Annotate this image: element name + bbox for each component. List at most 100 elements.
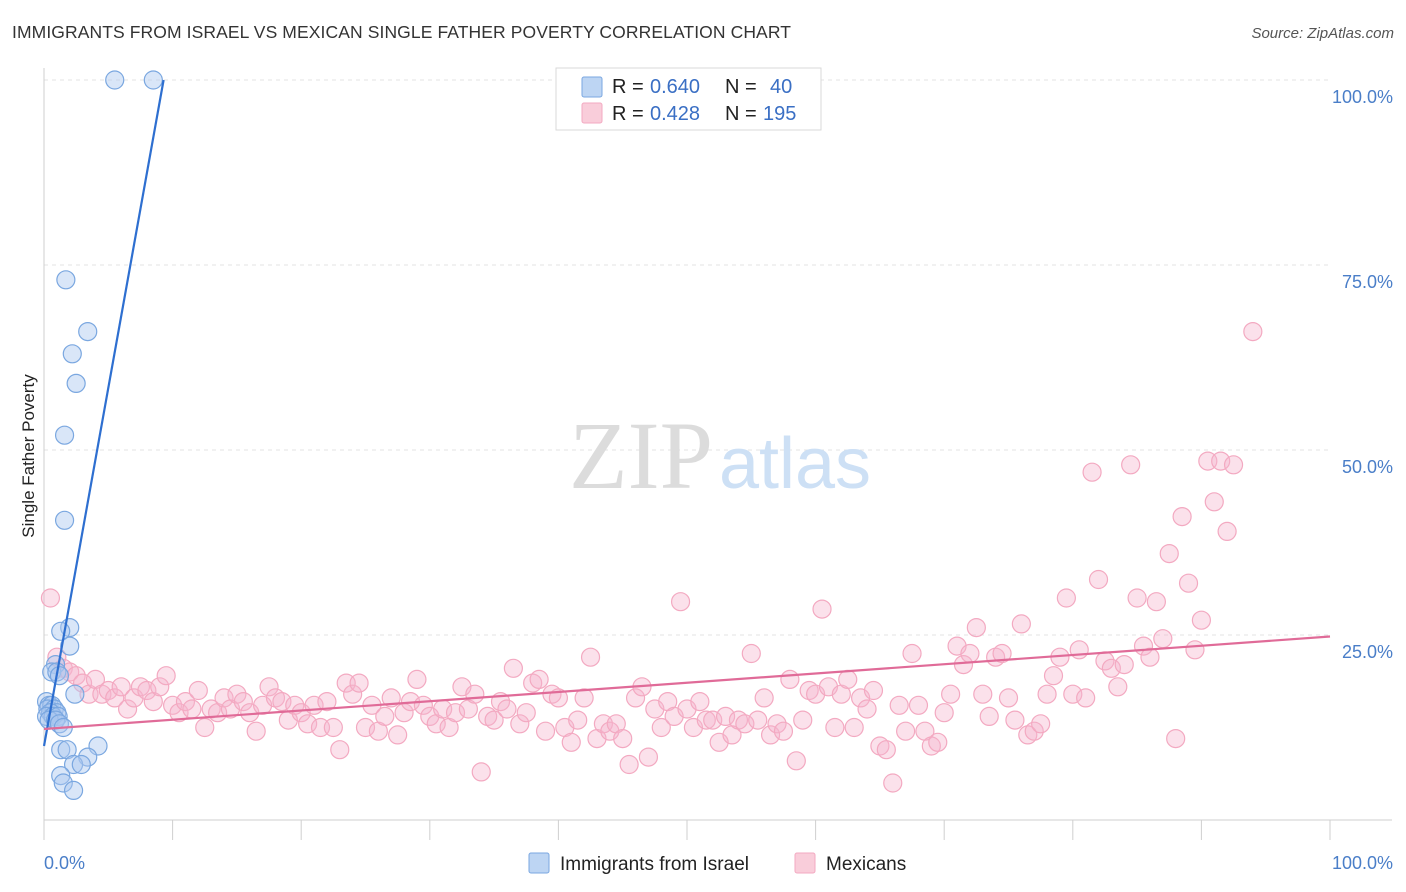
trend-lines	[42, 79, 1331, 747]
bottom-legend-label-israel: Immigrants from Israel	[560, 854, 749, 875]
mexicans-point-108	[735, 714, 755, 734]
mexicans-point-11	[111, 677, 131, 697]
mexicans-point-156	[1043, 666, 1064, 686]
mexicans-point-0	[40, 588, 61, 608]
israel-point-35	[71, 754, 91, 775]
mexicans-point-179	[1191, 610, 1212, 630]
mexicans-point-138	[928, 732, 948, 752]
mexicans-point-120	[812, 599, 832, 619]
mexicans-point-182	[1211, 451, 1231, 471]
mexicans-point-160	[1069, 640, 1089, 660]
legend-box: R = 0.640 N = 40 R = 0.428 N = 195	[555, 67, 822, 131]
mexicans-point-134	[902, 643, 922, 664]
mexicans-point-54	[388, 725, 408, 745]
mexicans-point-82	[568, 710, 588, 730]
mexicans-point-110	[748, 710, 768, 730]
israel-point-1	[143, 70, 163, 90]
mexicans-point-40	[298, 714, 318, 734]
mexicans-point-173	[1153, 629, 1173, 649]
israel-point-7	[54, 510, 75, 530]
israel-point-0	[105, 70, 125, 90]
israel-point-10	[60, 636, 80, 656]
israel-point-34	[63, 754, 84, 775]
israel-point-2	[56, 270, 76, 290]
y-tick-label-2: 50.0%	[1342, 457, 1393, 477]
mexicans-point-103	[703, 710, 723, 730]
mexicans-point-127	[857, 699, 877, 719]
y-tick-label-0: 100.0%	[1332, 87, 1393, 107]
mexicans-point-153	[1024, 721, 1044, 741]
mexicans-point-49	[355, 717, 376, 738]
israel-point-3	[78, 322, 98, 342]
mexicans-point-21	[175, 691, 196, 712]
legend-n-value-mexicans: 195	[763, 103, 796, 125]
mexicans-point-5	[72, 673, 93, 693]
mexicans-point-32	[246, 721, 266, 741]
mexicans-point-115	[780, 669, 800, 690]
legend-n-value-israel: 40	[770, 76, 792, 98]
mexicans-point-117	[793, 710, 813, 730]
mexicans-point-73	[510, 714, 530, 734]
y-tick-label-3: 25.0%	[1342, 642, 1393, 662]
mexicans-point-133	[896, 721, 916, 741]
israel-point-37	[53, 773, 73, 793]
mexicans-point-131	[883, 773, 903, 793]
legend-swatch-mexicans	[581, 102, 603, 124]
mexicans-point-47	[343, 684, 363, 704]
mexicans-point-48	[349, 673, 369, 693]
mexicans-points	[40, 322, 1263, 793]
mexicans-point-181	[1204, 492, 1224, 512]
mexicans-point-177	[1178, 573, 1199, 593]
mexicans-point-43	[317, 691, 337, 712]
mexicans-point-67	[471, 762, 491, 782]
mexicans-point-52	[375, 706, 395, 727]
israel-point-38	[63, 780, 84, 801]
mexicans-point-144	[966, 617, 986, 638]
mexicans-point-15	[137, 680, 157, 701]
mexicans-point-83	[574, 688, 594, 708]
x-tick-label-1: 100.0%	[1332, 853, 1393, 873]
mexicans-point-22	[182, 699, 202, 719]
mexicans-point-174	[1159, 543, 1179, 564]
mexicans-point-29	[227, 684, 247, 704]
mexicans-point-112	[760, 725, 781, 745]
y-tick-label-1: 75.0%	[1342, 272, 1393, 292]
mexicans-point-146	[979, 706, 999, 727]
mexicans-point-66	[465, 684, 485, 704]
mexicans-point-151	[1011, 614, 1031, 634]
x-tick-label-0: 0.0%	[44, 853, 85, 873]
mexicans-point-72	[503, 658, 523, 678]
mexicans-point-27	[214, 688, 234, 708]
bottom-legend: Immigrants from Israel Mexicans	[528, 852, 906, 875]
mexicans-point-176	[1172, 506, 1192, 527]
mexicans-trend-line	[43, 635, 1331, 731]
mexicans-point-184	[1223, 455, 1244, 475]
legend-r-label-mexicans: R =	[612, 103, 644, 125]
mexicans-point-30	[233, 691, 253, 712]
mexicans-point-71	[497, 699, 517, 719]
source-label: Source: ZipAtlas.com	[1251, 25, 1394, 42]
mexicans-point-145	[973, 684, 993, 704]
chart-title: IMMIGRANTS FROM ISRAEL VS MEXICAN SINGLE…	[12, 22, 792, 42]
mexicans-point-124	[838, 669, 858, 690]
grid-lines	[44, 79, 1330, 636]
mexicans-point-158	[1056, 588, 1076, 608]
mexicans-point-36	[272, 691, 292, 712]
mexicans-point-10	[105, 688, 125, 708]
mexicans-point-114	[773, 721, 794, 741]
mexicans-point-63	[445, 703, 466, 723]
mexicans-point-113	[767, 714, 787, 734]
y-axis-label: Single Father Poverty	[19, 374, 38, 538]
israel-point-36	[51, 765, 71, 786]
mexicans-point-81	[561, 732, 581, 752]
mexicans-point-142	[953, 654, 974, 675]
bottom-legend-swatch-israel	[528, 852, 550, 874]
mexicans-point-9	[98, 680, 118, 701]
mexicans-point-53	[381, 688, 401, 708]
mexicans-point-18	[156, 666, 176, 686]
mexicans-point-135	[908, 695, 929, 715]
mexicans-point-163	[1088, 569, 1109, 590]
mexicans-point-44	[323, 717, 343, 738]
mexicans-point-139	[934, 703, 954, 723]
mexicans-point-154	[1031, 714, 1051, 734]
